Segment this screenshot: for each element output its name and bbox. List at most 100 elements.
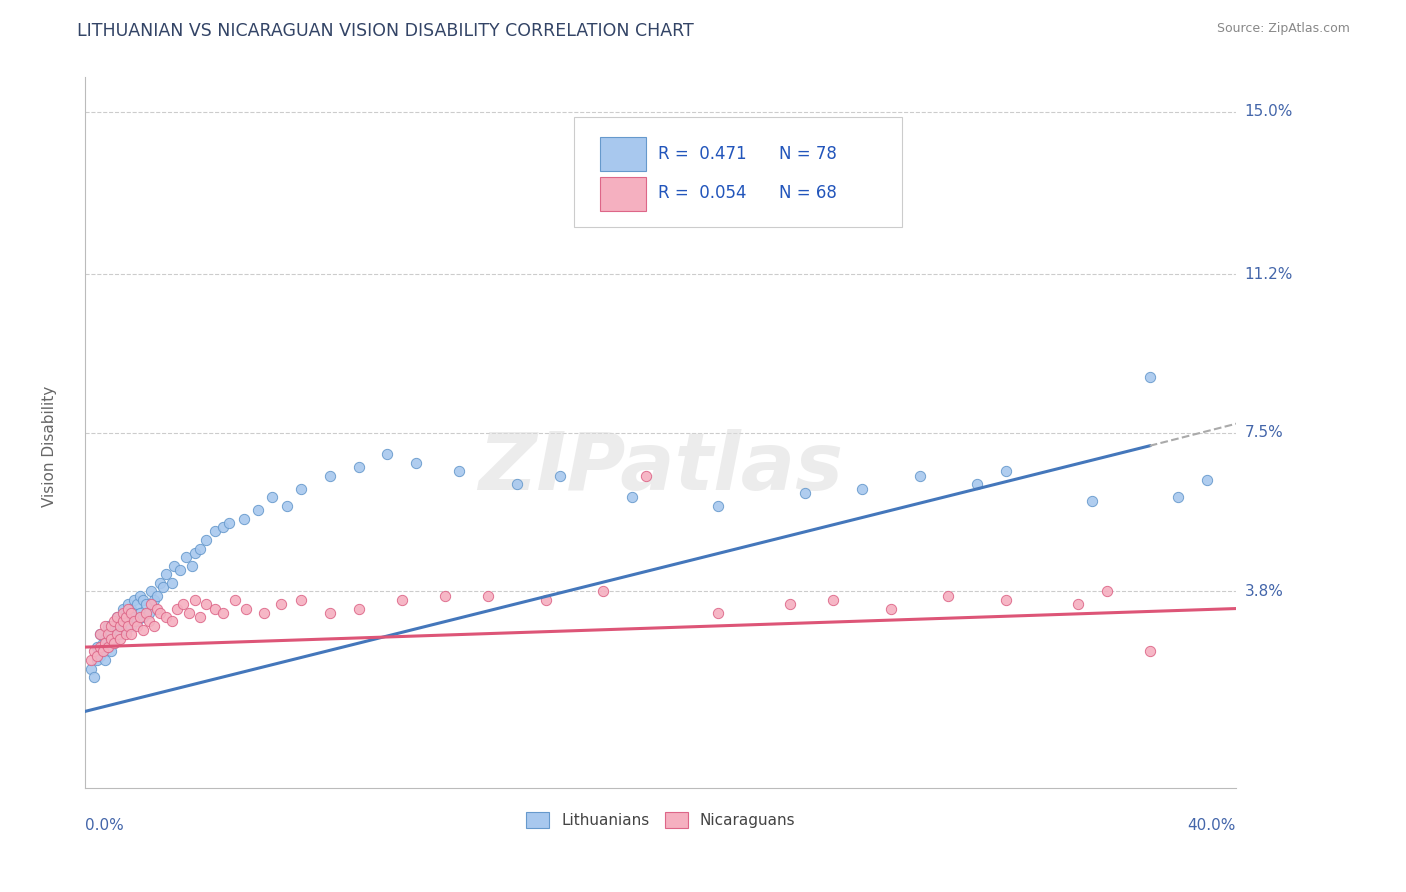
Point: [114, 606, 136, 620]
Point: [97, 618, 120, 632]
Point: [100, 618, 122, 632]
Point: [149, 575, 172, 590]
Point: [111, 615, 134, 629]
Text: 3.8%: 3.8%: [1244, 584, 1284, 599]
Point: [938, 589, 960, 603]
Text: 7.5%: 7.5%: [1244, 425, 1284, 441]
Point: [253, 606, 276, 620]
Point: [994, 465, 1017, 479]
Point: [114, 627, 136, 641]
Point: [80, 653, 103, 667]
Point: [1197, 473, 1219, 487]
Point: [707, 499, 730, 513]
Point: [125, 597, 148, 611]
Point: [138, 615, 160, 629]
Point: [105, 627, 128, 641]
Point: [1139, 644, 1161, 658]
Point: [405, 456, 427, 470]
Point: [506, 477, 529, 491]
Point: [91, 636, 114, 650]
Text: Vision Disability: Vision Disability: [42, 385, 56, 507]
Point: [190, 610, 212, 624]
Point: [166, 601, 188, 615]
Point: [122, 610, 145, 624]
Text: 15.0%: 15.0%: [1244, 104, 1294, 120]
Point: [94, 653, 117, 667]
Point: [347, 460, 370, 475]
Point: [105, 610, 128, 624]
Point: [103, 618, 125, 632]
Point: [204, 524, 226, 539]
Point: [100, 627, 122, 641]
Point: [120, 618, 142, 632]
Point: [89, 627, 111, 641]
Point: [319, 468, 342, 483]
Point: [707, 606, 730, 620]
Point: [129, 606, 152, 620]
Point: [105, 623, 128, 637]
Point: [122, 593, 145, 607]
Text: 11.2%: 11.2%: [1244, 267, 1294, 282]
Point: [195, 533, 218, 547]
Point: [180, 558, 202, 573]
Point: [83, 670, 105, 684]
Point: [1139, 370, 1161, 384]
FancyBboxPatch shape: [575, 117, 903, 227]
Point: [195, 597, 218, 611]
Point: [125, 615, 148, 629]
Point: [190, 541, 212, 556]
Point: [138, 606, 160, 620]
Point: [1095, 584, 1118, 599]
Point: [880, 601, 903, 615]
Point: [1067, 597, 1090, 611]
Point: [1167, 490, 1189, 504]
Text: 0.0%: 0.0%: [86, 819, 124, 833]
Point: [83, 644, 105, 658]
Point: [172, 597, 194, 611]
Point: [117, 597, 139, 611]
Text: N = 78: N = 78: [779, 145, 837, 162]
Point: [80, 661, 103, 675]
Point: [94, 618, 117, 632]
Point: [152, 580, 174, 594]
Point: [111, 601, 134, 615]
Point: [823, 593, 845, 607]
Point: [132, 610, 155, 624]
Point: [620, 490, 643, 504]
Point: [477, 589, 499, 603]
Point: [94, 632, 117, 646]
Point: [117, 618, 139, 632]
Point: [117, 601, 139, 615]
Point: [155, 610, 177, 624]
Point: [89, 627, 111, 641]
Point: [592, 584, 614, 599]
Point: [97, 627, 120, 641]
Point: [86, 640, 108, 654]
Point: [183, 546, 205, 560]
Point: [636, 468, 658, 483]
Point: [212, 606, 235, 620]
Point: [377, 447, 399, 461]
Point: [108, 618, 131, 632]
Point: [94, 636, 117, 650]
Point: [143, 593, 166, 607]
Text: R =  0.054: R = 0.054: [658, 185, 747, 202]
Point: [111, 618, 134, 632]
Point: [276, 499, 298, 513]
Point: [1081, 494, 1104, 508]
Text: ZIPatlas: ZIPatlas: [478, 429, 844, 508]
Point: [91, 644, 114, 658]
Point: [91, 644, 114, 658]
Point: [994, 593, 1017, 607]
Legend: Lithuanians, Nicaraguans: Lithuanians, Nicaraguans: [520, 805, 801, 834]
Point: [100, 632, 122, 646]
Point: [100, 644, 122, 658]
Text: N = 68: N = 68: [779, 185, 837, 202]
Point: [347, 601, 370, 615]
Point: [129, 589, 152, 603]
Point: [262, 490, 284, 504]
FancyBboxPatch shape: [600, 177, 645, 211]
Point: [132, 593, 155, 607]
Point: [160, 615, 183, 629]
Point: [966, 477, 988, 491]
